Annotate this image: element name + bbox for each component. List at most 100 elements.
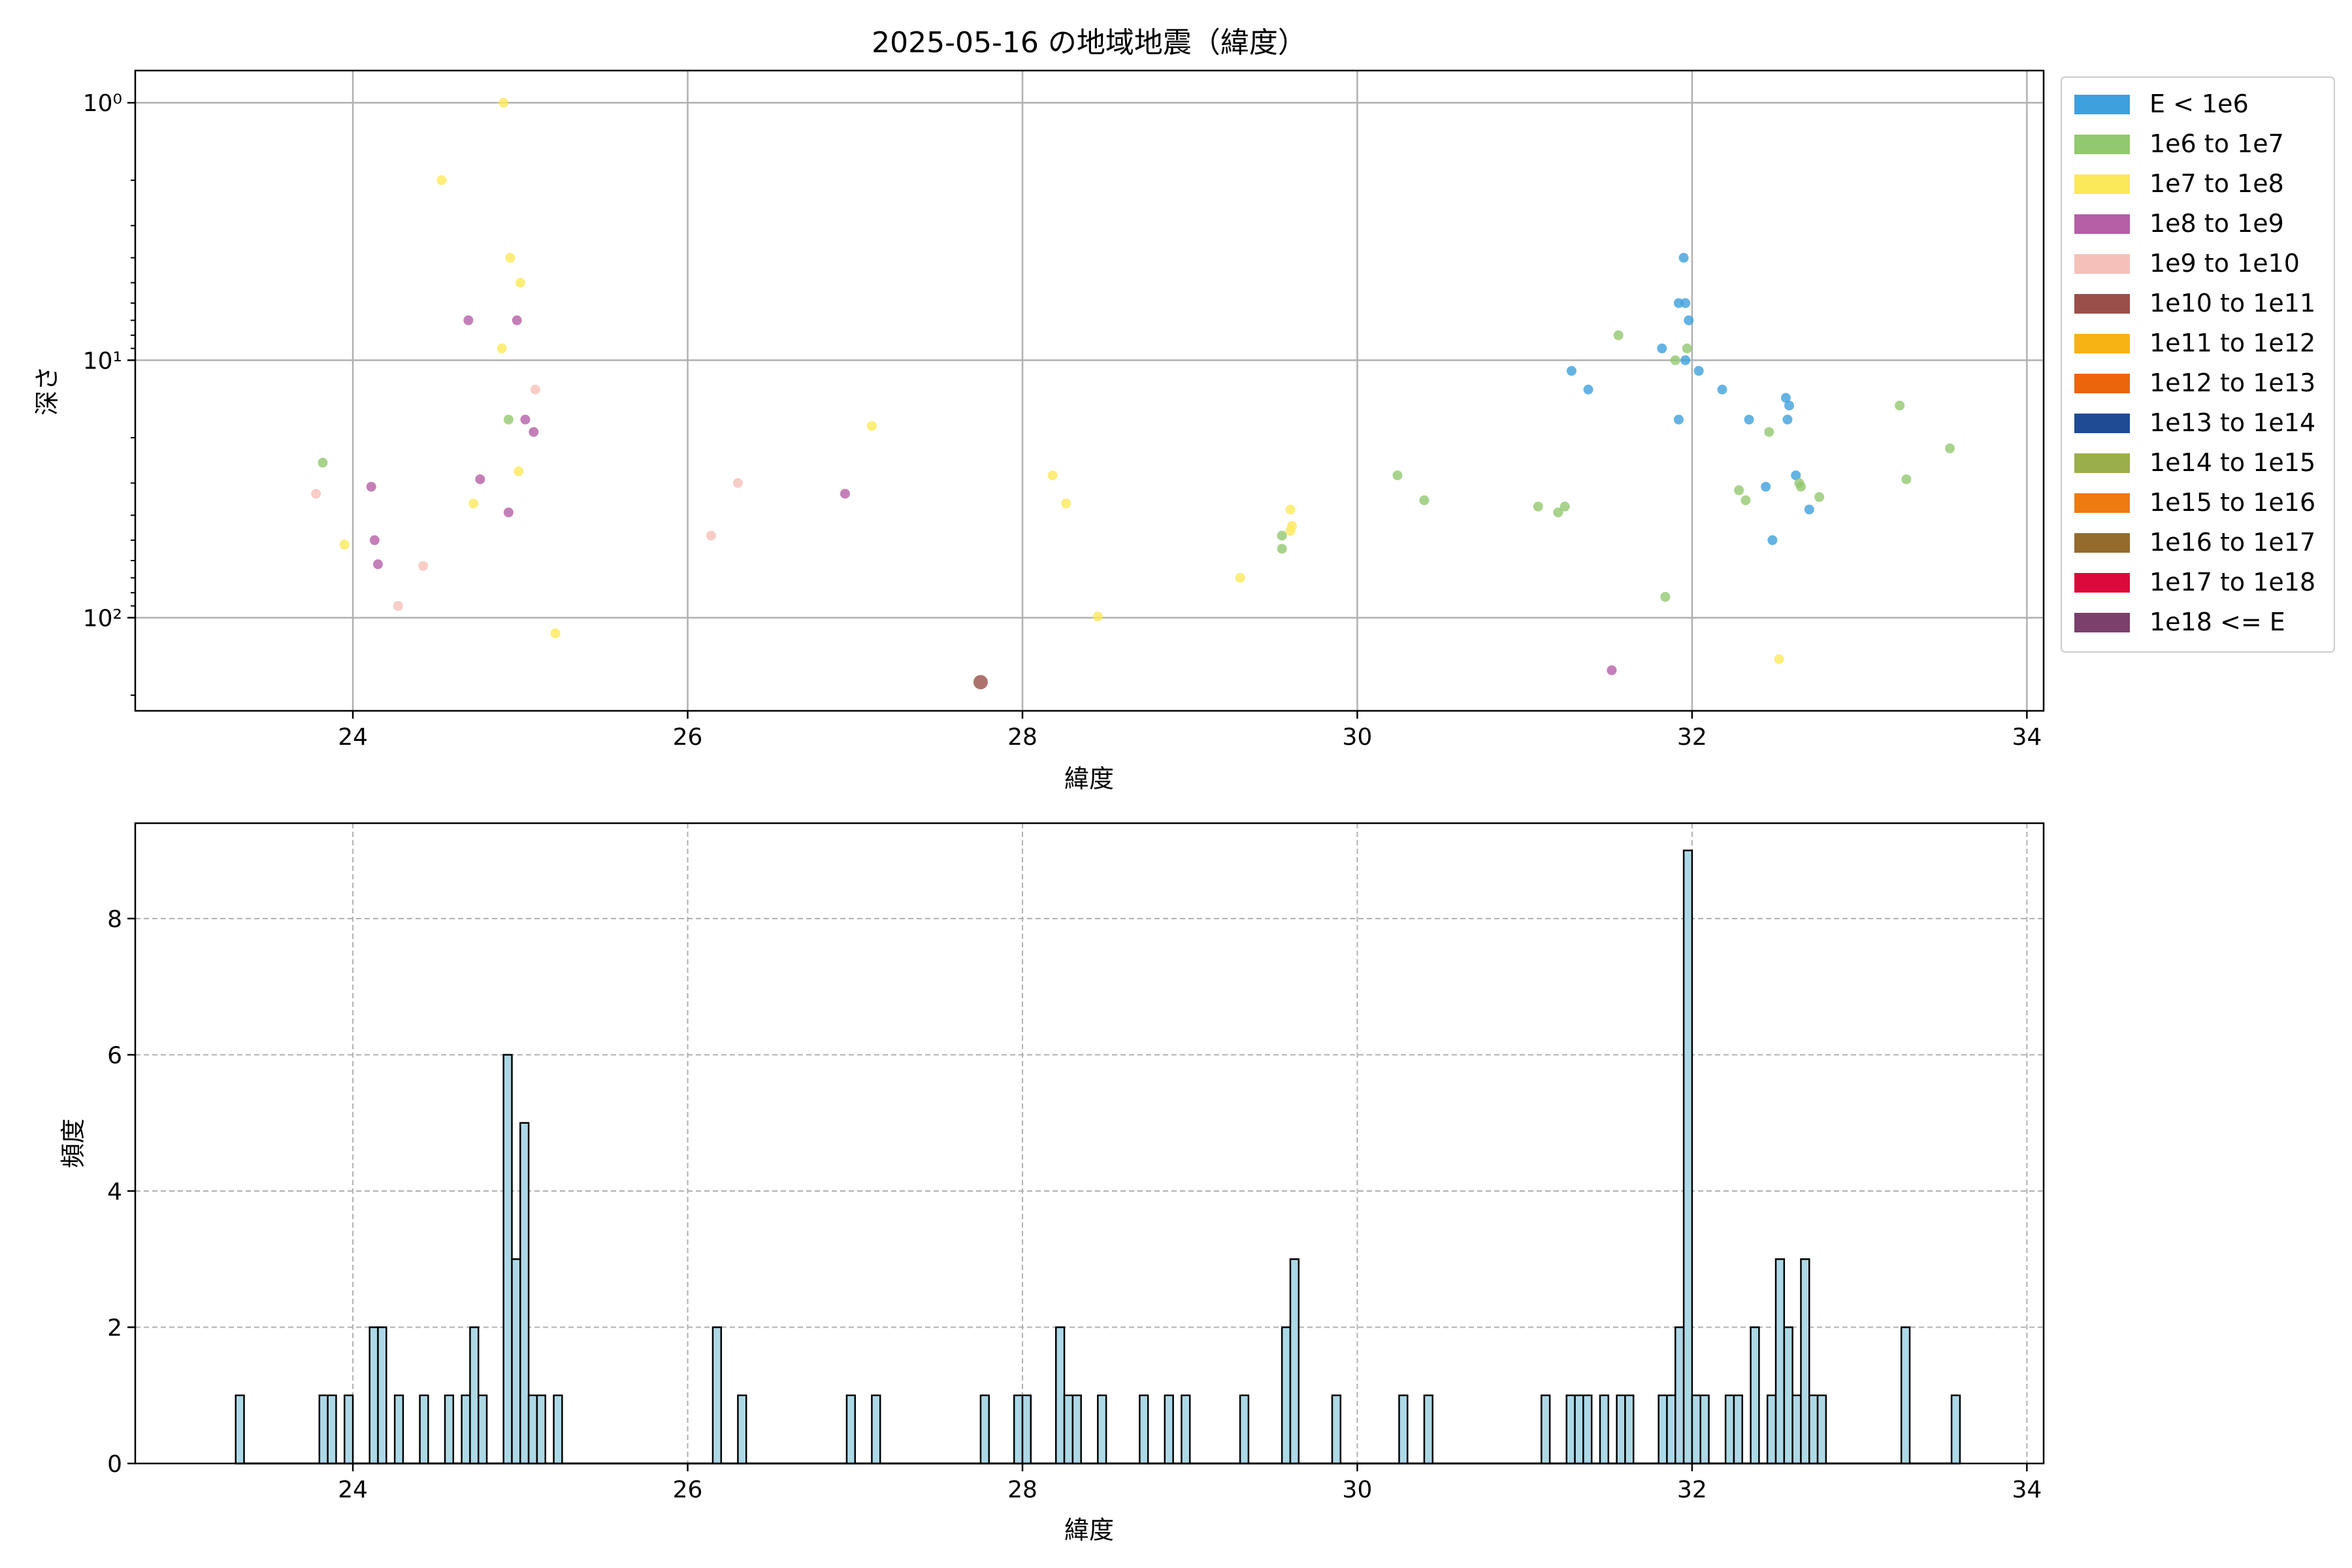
histogram-bar: [327, 1394, 337, 1465]
histogram-y-axis-label: 頻度: [59, 1119, 88, 1168]
histogram-bar: [1021, 1394, 1032, 1465]
histogram-x-tick-label: 26: [673, 1477, 703, 1503]
histogram-y-tick-label: 4: [107, 1179, 122, 1205]
legend-label: 1e9 to 1e10: [2149, 249, 2300, 278]
scatter-y-tick-label: 10¹: [83, 348, 122, 374]
histogram-bar: [1666, 1394, 1676, 1465]
legend-label: 1e12 to 1e13: [2149, 368, 2315, 397]
histogram-bar: [1774, 1258, 1786, 1465]
scatter-point: [515, 278, 525, 288]
scatter-point: [1717, 384, 1727, 395]
scatter-point: [1680, 298, 1691, 308]
scatter-point: [1277, 531, 1287, 541]
scatter-point: [1660, 592, 1671, 602]
histogram-bar: [511, 1258, 521, 1465]
scatter-point: [1682, 343, 1692, 353]
histogram-bar: [871, 1394, 881, 1465]
histogram-bar: [1733, 1394, 1744, 1465]
scatter-point: [1901, 474, 1912, 485]
histogram-bar: [1599, 1394, 1610, 1465]
legend-swatch: [2074, 374, 2130, 393]
histogram-y-tick-label: 2: [107, 1315, 122, 1341]
scatter-grid: [135, 71, 2044, 711]
histogram-bar: [1574, 1394, 1584, 1465]
histogram-bar: [444, 1394, 455, 1465]
scatter-x-tick-label: 30: [1343, 724, 1373, 751]
scatter-x-axis-label: 緯度: [1064, 764, 1114, 793]
histogram-x-tick-label: 30: [1343, 1477, 1373, 1503]
histogram-bar: [1398, 1394, 1409, 1465]
histogram-bar: [1791, 1394, 1802, 1465]
scatter-point: [1392, 470, 1403, 481]
histogram-bar: [527, 1394, 538, 1465]
scatter-point: [866, 421, 877, 431]
scatter-point: [1791, 470, 1801, 481]
legend-swatch: [2074, 573, 2130, 593]
legend-label: 1e15 to 1e16: [2149, 488, 2315, 517]
legend-label: 1e16 to 1e17: [2149, 528, 2315, 557]
scatter-point: [1533, 501, 1543, 512]
legend: E < 1e6 1e6 to 1e7 1e7 to 1e8 1e8 to 1e9 1e9…: [2061, 76, 2335, 653]
scatter-x-tick-label: 28: [1007, 724, 1037, 751]
scatter-point: [1761, 482, 1771, 492]
scatter-point: [1814, 492, 1825, 502]
legend-swatch: [2074, 453, 2130, 473]
scatter-point: [1767, 535, 1778, 546]
scatter-point: [1680, 355, 1691, 365]
histogram-y-tick-label: 8: [107, 906, 122, 933]
scatter-point: [530, 384, 540, 395]
scatter-x-tick-label: 26: [673, 724, 703, 751]
scatter-point: [436, 175, 447, 186]
scatter-y-tick-label: 10⁰: [83, 90, 122, 117]
scatter-point: [1945, 443, 1955, 453]
histogram-bar: [1013, 1394, 1024, 1465]
scatter-point: [1780, 393, 1791, 403]
scatter-point: [318, 457, 328, 468]
histogram-bar: [478, 1394, 488, 1465]
legend-label: 1e11 to 1e12: [2149, 329, 2315, 357]
scatter-point: [1613, 330, 1624, 340]
legend-label: 1e14 to 1e15: [2149, 448, 2315, 477]
scatter-point: [1583, 384, 1593, 395]
scatter-point: [468, 498, 479, 509]
scatter-point: [503, 507, 514, 517]
scatter-point: [732, 478, 743, 488]
scatter-x-tick-label: 32: [1677, 724, 1707, 751]
legend-swatch: [2074, 613, 2130, 632]
scatter-point: [1285, 504, 1296, 515]
legend-label: 1e10 to 1e11: [2149, 289, 2315, 318]
histogram-bar: [1699, 1394, 1710, 1465]
histogram-plot-area: [135, 823, 2044, 1463]
legend-swatch: [2074, 414, 2130, 433]
scatter-point: [505, 253, 515, 263]
legend-label: 1e18 <= E: [2149, 608, 2285, 636]
scatter-x-tick-label: 34: [2012, 724, 2042, 751]
histogram-bar: [1900, 1326, 1911, 1465]
scatter-point: [1673, 298, 1684, 308]
histogram-frame: [134, 822, 2045, 1465]
histogram-x-tick-label: 24: [338, 1477, 368, 1503]
histogram-bar: [1750, 1326, 1760, 1465]
scatter-point: [366, 482, 376, 492]
scatter-point: [973, 675, 988, 690]
scatter-point: [1553, 507, 1563, 517]
scatter-point: [840, 489, 850, 499]
scatter-point: [520, 414, 531, 425]
scatter-point: [1795, 482, 1806, 492]
histogram-bar: [1658, 1394, 1668, 1465]
histogram-bar: [845, 1394, 857, 1465]
legend-label: 1e13 to 1e14: [2149, 408, 2315, 437]
histogram-bar: [1423, 1394, 1434, 1465]
scatter-point: [512, 315, 522, 325]
scatter-point: [1419, 495, 1429, 506]
histogram-x-axis-label: 緯度: [1064, 1516, 1114, 1544]
scatter-y-axis-label: 深さ: [33, 366, 61, 416]
histogram-bar: [1063, 1394, 1074, 1465]
legend-swatch: [2074, 135, 2130, 154]
scatter-point: [369, 535, 380, 546]
scatter-point: [1670, 355, 1680, 365]
scatter-point: [1566, 366, 1576, 376]
histogram-bar: [1682, 849, 1693, 1465]
